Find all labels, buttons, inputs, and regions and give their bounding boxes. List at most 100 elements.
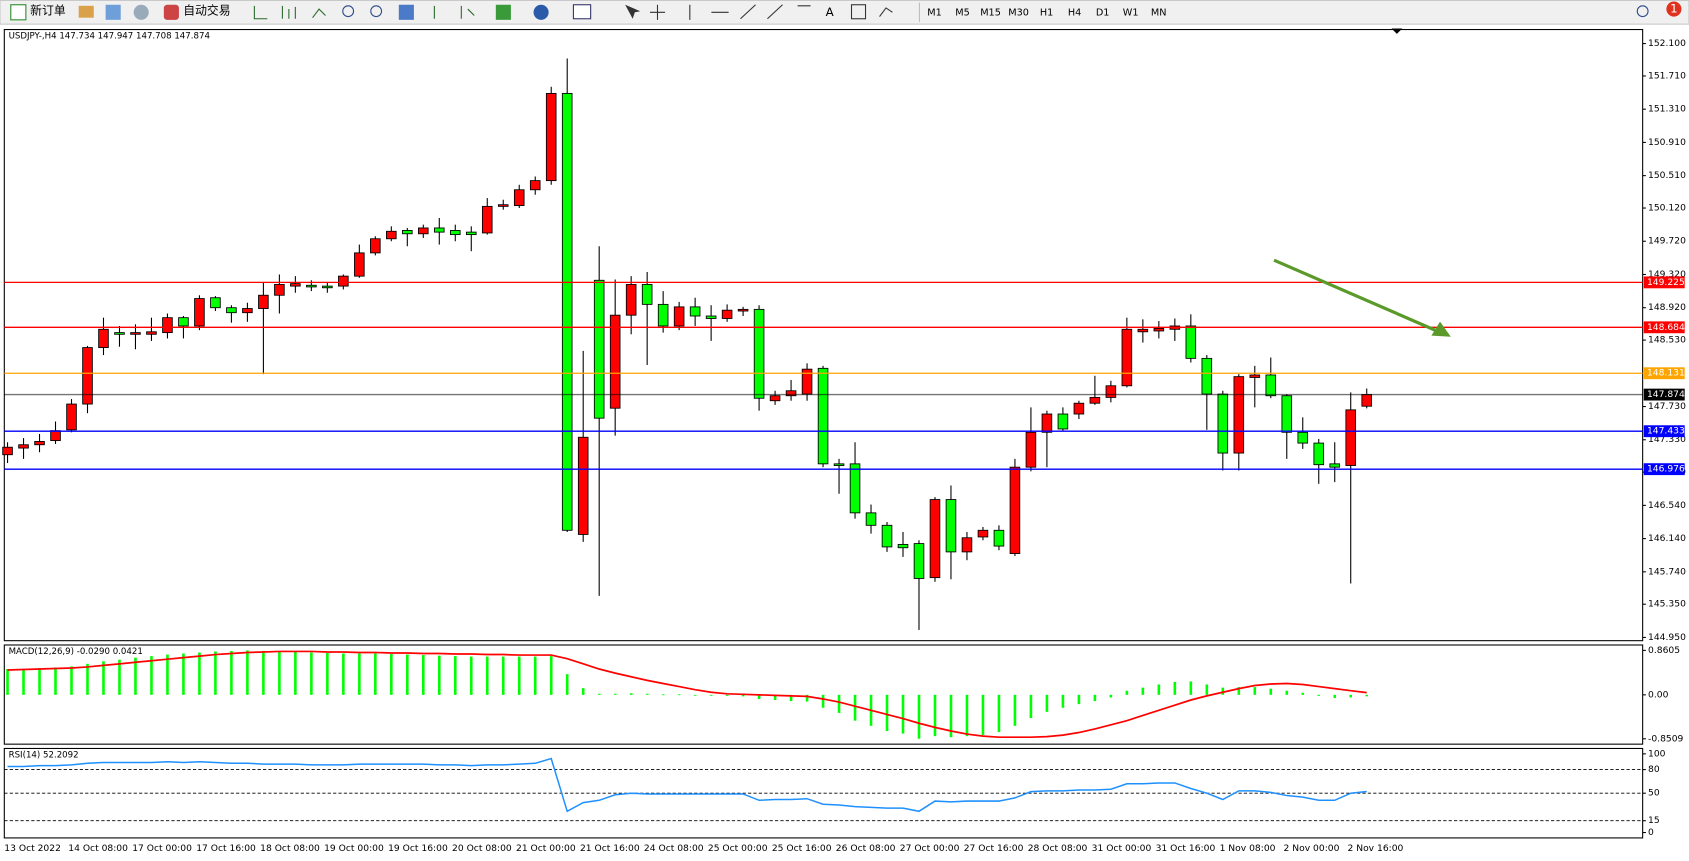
y-tick-label: 148.920 [1648,302,1686,313]
y-tick-label: 147.330 [1648,434,1686,445]
auto-trading-button[interactable]: 自动交易 [183,4,230,18]
macd-bar [1253,687,1257,695]
indicator-icon[interactable] [495,4,511,20]
candle-body [449,230,461,236]
macd-bar [182,653,185,695]
new-order-icon[interactable] [10,4,27,21]
candle-body [2,446,13,456]
timeframe-button[interactable]: M30 [1008,7,1029,18]
text-tool[interactable]: A [826,5,834,19]
y-tick-label: 145.350 [1648,599,1686,610]
macd-bar [54,667,57,695]
macd-bar [198,652,201,695]
macd-bar [533,656,537,695]
candle-body [1009,466,1021,554]
macd-bar [1157,684,1161,695]
macd-bar [1333,694,1337,698]
x-tick-label: 20 Oct 08:00 [452,843,512,854]
macd-bar [757,694,761,699]
y-tick-label: 152.100 [1648,38,1686,49]
x-tick-label: 17 Oct 16:00 [196,843,256,854]
x-tick-label: 27 Oct 16:00 [964,843,1024,854]
macd-signal-line [7,650,1367,739]
period-icon[interactable] [533,4,549,20]
zoom-in[interactable] [342,5,355,18]
y-tick-label: 80 [1648,764,1660,775]
timeframe-button[interactable]: MN [1151,7,1167,18]
auto-trading-icon[interactable] [163,4,179,20]
price-level-label: 148.131 [1647,368,1685,379]
macd-bar [933,694,937,737]
macd-bar [645,693,649,695]
candle-body [657,303,669,327]
candle-body [1089,396,1101,404]
candle-body [993,529,1005,547]
macd-bar [406,654,409,695]
macd-bar [789,694,793,702]
macd-bar [70,666,73,695]
macd-bar [437,655,441,695]
y-tick-label: 0.00 [1648,689,1669,700]
macd-bar [1349,694,1353,698]
drawing-tools[interactable] [649,4,811,20]
tile-icon[interactable] [398,4,414,20]
price-level-label-bg [1643,425,1685,438]
panel-frame [3,28,1644,642]
macd-bar [581,688,585,695]
label-tool[interactable] [850,4,867,20]
y-tick-label: 151.310 [1648,104,1686,115]
scroll-icons[interactable] [433,5,475,19]
chart-type-icons[interactable] [253,5,326,20]
candle-body [513,189,525,206]
macd-bar [949,694,953,738]
macd-bar [981,694,985,736]
candle-body [913,543,925,579]
timeframe-button[interactable]: M1 [927,7,942,18]
macd-bar [1125,690,1129,695]
x-tick-label: 2 Nov 00:00 [1284,843,1340,854]
y-tick-label: 147.730 [1648,401,1686,412]
y-tick-label: 50 [1648,788,1660,799]
arrows-tool[interactable] [879,7,893,17]
candle-body [258,294,269,309]
timeframe-button[interactable]: M5 [955,7,970,18]
candle-body [673,306,685,327]
macd-bar [661,694,665,696]
candle-body [1361,394,1373,407]
macd-bar [166,654,169,695]
new-order-button[interactable]: 新订单 [30,4,66,18]
macd-bar [965,694,969,737]
timeframe-button[interactable]: D1 [1096,7,1110,18]
macd-bar [246,650,249,695]
candle-body [929,499,941,579]
macd-bar [917,694,921,739]
template-icon[interactable] [572,4,592,20]
timeframe-button[interactable]: H4 [1068,7,1081,18]
search-icon[interactable] [1636,5,1649,18]
candle-body [593,279,605,419]
notification-count: 1 [1670,2,1678,16]
trend-arrow-head [1431,321,1451,337]
x-tick-label: 28 Oct 08:00 [1028,843,1088,854]
timeframe-button[interactable]: M15 [980,7,1001,18]
tool-icon[interactable] [133,4,149,20]
macd-bar [693,694,697,696]
tool-icon[interactable] [105,4,121,20]
candle-body [1105,385,1117,398]
macd-bar [469,656,473,695]
macd-bar [294,651,297,695]
candle-body [386,230,397,240]
macd-bar [485,656,489,695]
tool-icon[interactable] [78,5,94,18]
macd-bar [597,693,601,695]
candle-body [1057,413,1069,430]
macd-bar [853,694,857,721]
cursor-tool[interactable] [625,4,641,19]
zoom-out[interactable] [370,5,383,18]
macd-bar [374,653,377,695]
timeframe-button[interactable]: H1 [1040,7,1053,18]
panel-title: RSI(14) 52.2092 [9,750,79,760]
toolbar-bg [0,0,1689,25]
notification-badge[interactable] [1666,1,1682,17]
timeframe-button[interactable]: W1 [1123,7,1139,18]
